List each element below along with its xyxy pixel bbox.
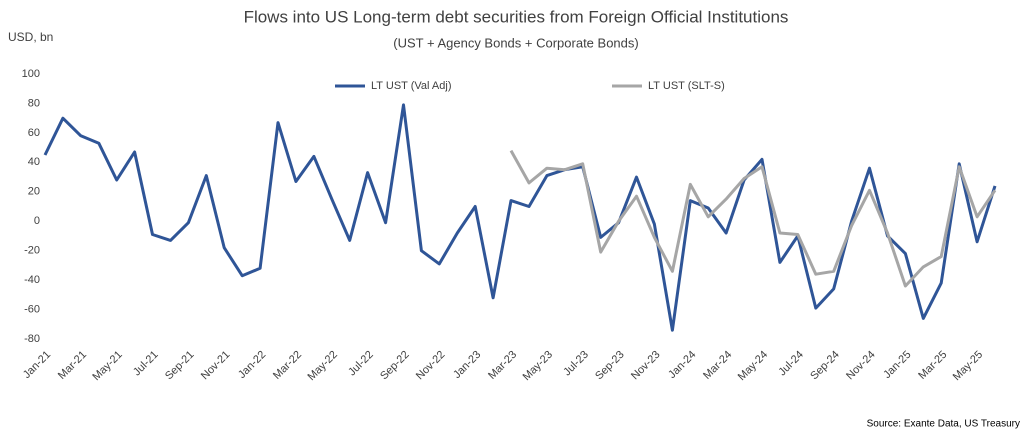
x-tick-label: Mar-24 — [701, 349, 734, 382]
legend-label: LT UST (Val Adj) — [371, 80, 452, 92]
x-tick-label: May-21 — [90, 349, 124, 383]
series-line — [509, 149, 997, 288]
y-tick-label: 20 — [28, 186, 40, 198]
x-tick-label: Sep-24 — [808, 349, 842, 383]
x-tick-label: Sep-22 — [378, 349, 412, 383]
y-tick-label: 40 — [28, 156, 40, 168]
x-tick-label: Nov-23 — [629, 349, 663, 383]
x-tick-label: Sep-23 — [593, 349, 627, 383]
x-tick-label: Mar-22 — [271, 349, 304, 382]
y-tick-label: 100 — [22, 68, 40, 80]
source-note: Source: Exante Data, US Treasury — [867, 419, 1020, 430]
x-tick-label: Jan-25 — [881, 349, 913, 381]
y-axis-label: USD, bn — [8, 30, 53, 44]
x-tick-label: May-24 — [736, 349, 770, 383]
chart-subtitle: (UST + Agency Bonds + Corporate Bonds) — [393, 35, 638, 50]
x-tick-label: Jan-23 — [451, 349, 483, 381]
x-tick-label: Sep-21 — [163, 349, 197, 383]
y-tick-label: -60 — [24, 303, 40, 315]
x-tick-label: May-22 — [306, 349, 340, 383]
series-line — [43, 103, 997, 332]
y-tick-label: 0 — [34, 215, 40, 227]
y-tick-label: -20 — [24, 245, 40, 257]
y-tick-label: 60 — [28, 127, 40, 139]
x-tick-label: Mar-23 — [486, 349, 519, 382]
x-tick-label: Nov-22 — [414, 349, 448, 383]
x-tick-label: May-25 — [951, 349, 985, 383]
x-tick-label: Jul-24 — [776, 349, 806, 379]
chart-title: Flows into US Long-term debt securities … — [244, 7, 789, 26]
x-tick-label: Mar-21 — [56, 349, 89, 382]
x-tick-label: Jan-21 — [21, 349, 53, 381]
x-tick-label: Nov-21 — [199, 349, 233, 383]
x-tick-label: Jan-24 — [666, 349, 698, 381]
y-tick-label: -40 — [24, 274, 40, 286]
x-tick-label: May-23 — [521, 349, 555, 383]
x-tick-label: Jul-22 — [346, 349, 376, 379]
x-tick-label: Jul-21 — [131, 349, 161, 379]
x-tick-label: Mar-25 — [916, 349, 949, 382]
legend-label: LT UST (SLT-S) — [648, 80, 725, 92]
x-tick-label: Nov-24 — [844, 349, 878, 383]
x-tick-label: Jul-23 — [561, 349, 591, 379]
y-tick-label: -80 — [24, 333, 40, 345]
x-tick-label: Jan-22 — [236, 349, 268, 381]
y-tick-label: 80 — [28, 97, 40, 109]
